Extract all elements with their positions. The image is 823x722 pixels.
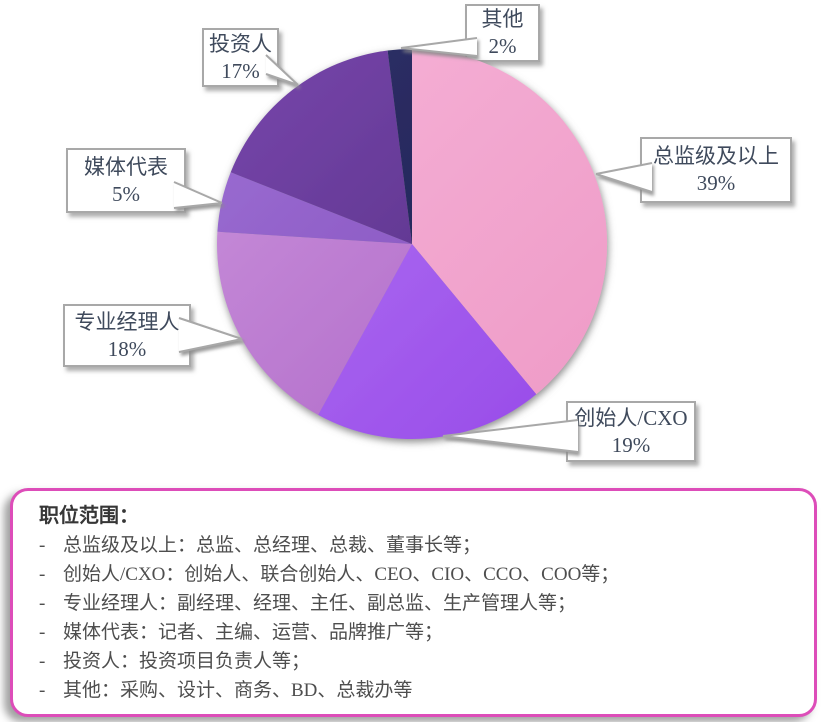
pie-slice-5	[387, 48, 412, 244]
pie-slice-1	[318, 244, 537, 440]
callout-percent: 18%	[107, 336, 147, 361]
callout-percent: 5%	[112, 181, 140, 206]
callout-label: 总监级及以上	[653, 144, 779, 168]
list-item-text: 投资人：投资项目负责人等；	[63, 651, 311, 672]
list-item: - 其他：采购、设计、商务、BD、总裁办等	[39, 676, 796, 705]
callout-pointer	[443, 420, 578, 452]
callout-label: 投资人	[209, 31, 272, 56]
bullet-dash: -	[39, 564, 46, 585]
callout-label: 专业经理人	[74, 309, 180, 334]
bullet-dash: -	[39, 535, 46, 556]
callout-other: 其他 2%	[465, 4, 540, 62]
callout-percent: 17%	[221, 58, 260, 83]
list-item: - 创始人/CXO：创始人、联合创始人、CEO、CIO、CCO、COO等；	[39, 560, 796, 589]
list-item-text: 创始人/CXO：创始人、联合创始人、CEO、CIO、CCO、COO等；	[63, 564, 620, 585]
bullet-dash: -	[39, 651, 46, 672]
callout-director-level: 总监级及以上 39%	[640, 137, 792, 203]
bullet-dash: -	[39, 680, 46, 701]
callout-percent: 2%	[488, 34, 517, 58]
callout-label: 其他	[481, 7, 524, 31]
pie-slice-0	[412, 48, 608, 395]
list-item-text: 专业经理人：副经理、经理、主任、副总监、生产管理人等；	[63, 593, 577, 614]
callout-percent: 19%	[611, 432, 651, 457]
callout-investor: 投资人 17%	[202, 28, 279, 87]
pie-slices	[217, 48, 608, 440]
pie-slice-3	[217, 172, 412, 244]
pie-slice-2	[217, 231, 412, 415]
list-item-text: 总监级及以上：总监、总经理、总裁、董事长等；	[63, 535, 482, 556]
position-scope-box: 职位范围： - 总监级及以上：总监、总经理、总裁、董事长等； - 创始人/CXO…	[10, 488, 817, 717]
callout-pointer-outline	[442, 419, 579, 453]
bullet-dash: -	[39, 622, 46, 643]
callout-founder-cxo: 创始人/CXO 19%	[566, 401, 696, 462]
callout-pointers	[173, 37, 653, 453]
list-item: - 总监级及以上：总监、总经理、总裁、董事长等；	[39, 531, 796, 560]
list-item: - 投资人：投资项目负责人等；	[39, 647, 796, 676]
list-item-text: 其他：采购、设计、商务、BD、总裁办等	[63, 680, 413, 701]
pie-chart	[173, 37, 653, 453]
callout-professional-manager: 专业经理人 18%	[63, 304, 191, 367]
list-item-text: 媒体代表：记者、主编、运营、品牌推广等；	[63, 622, 444, 643]
position-scope-title: 职位范围：	[39, 505, 139, 527]
callout-label: 媒体代表	[84, 154, 168, 179]
list-item: - 媒体代表：记者、主编、运营、品牌推广等；	[39, 618, 796, 647]
bullet-dash: -	[39, 593, 46, 614]
callout-label: 创始人/CXO	[574, 405, 688, 430]
callout-media-representative: 媒体代表 5%	[66, 148, 186, 213]
list-item: - 专业经理人：副经理、经理、主任、副总监、生产管理人等；	[39, 589, 796, 618]
callout-percent: 39%	[696, 171, 736, 195]
